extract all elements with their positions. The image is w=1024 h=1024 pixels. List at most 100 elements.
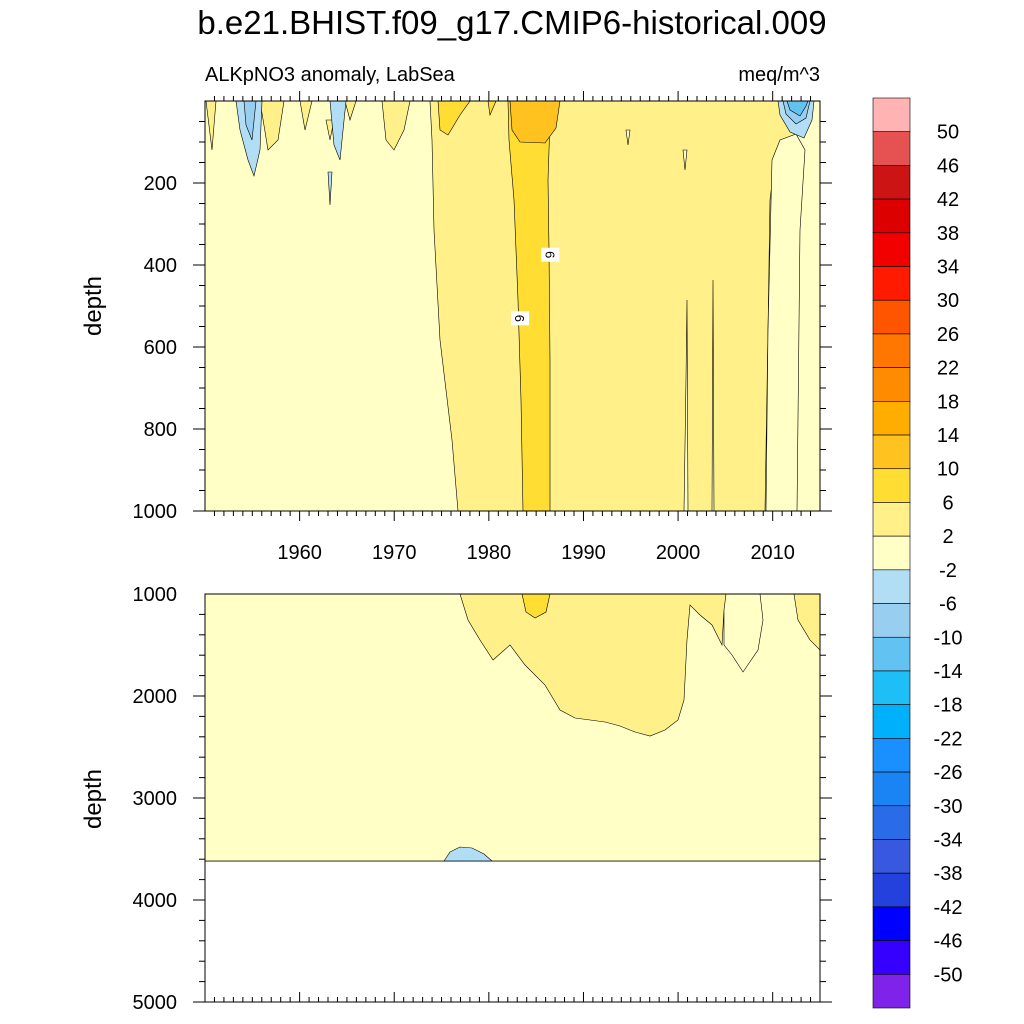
colorbar-box	[872, 367, 911, 402]
colorbar-box	[872, 906, 911, 941]
upper-axis-ticks	[193, 91, 832, 521]
colorbar-label: 50	[937, 122, 959, 144]
colorbar-label: 6	[942, 492, 953, 514]
upper-negative-patch-2	[329, 101, 347, 161]
upper-y-tick-label: 200	[144, 173, 177, 195]
upper-y-tick-label: 800	[144, 419, 177, 441]
upper-dot-1	[682, 149, 688, 171]
upper-y-axis-label: depth	[80, 276, 107, 336]
upper-patch-2	[259, 101, 285, 151]
x-tick-label: 1980	[467, 542, 512, 564]
lower-y-axis-label: depth	[80, 769, 107, 829]
upper-patch-5	[381, 101, 411, 151]
upper-region-2to6-main	[429, 101, 813, 511]
colorbar-box	[872, 872, 911, 908]
colorbar-label: 14	[937, 425, 959, 447]
x-tick-label: 1960	[277, 542, 322, 564]
colorbar-label: 18	[937, 391, 959, 413]
contour-label: 6	[511, 311, 530, 326]
colorbar-label: -50	[934, 964, 963, 986]
lower-y-tick-label: 4000	[133, 890, 178, 912]
colorbar-box	[872, 670, 911, 705]
colorbar-box	[872, 603, 911, 638]
colorbar-label: -6	[939, 594, 957, 616]
colorbar-label: -26	[934, 762, 963, 784]
colorbar-box	[872, 973, 911, 1009]
upper-negative-patch-3	[327, 171, 333, 206]
contour-label: 6	[541, 247, 560, 262]
x-tick-label: 2000	[656, 542, 701, 564]
x-tick-label: 2010	[750, 542, 795, 564]
upper-spot-1	[437, 101, 471, 136]
upper-patch-1	[205, 101, 217, 151]
lower-y-tick-labels: 1000 2000 3000 4000 5000	[133, 584, 178, 1014]
colorbar-box	[872, 569, 911, 604]
colorbar-label: 10	[937, 459, 959, 481]
colorbar-box	[872, 299, 911, 335]
svg-text:6: 6	[542, 251, 557, 258]
colorbar-box	[872, 535, 911, 571]
colorbar-label: 34	[937, 257, 959, 279]
colorbar-box	[872, 232, 911, 267]
lower-region-near-zero	[205, 594, 820, 862]
colorbar-box	[872, 771, 911, 807]
lower-region-6to10-core	[521, 594, 551, 619]
colorbar-label: -14	[934, 661, 963, 683]
upper-negative-patch-1	[235, 101, 263, 178]
lower-axis-ticks	[193, 613, 832, 1003]
colorbar-box	[872, 333, 911, 368]
colorbar-box	[872, 198, 911, 234]
colorbar-box	[872, 468, 911, 503]
colorbar-box	[872, 502, 911, 537]
lower-panel: 1000 2000 3000 4000 5000 depth	[80, 584, 832, 1014]
x-tick-label: 1990	[561, 542, 606, 564]
upper-spot-2	[487, 101, 497, 117]
colorbar-label: -10	[934, 627, 963, 649]
svg-text:6: 6	[512, 315, 527, 322]
lower-y-tick-label: 5000	[133, 992, 178, 1014]
colorbar-label: -30	[934, 796, 963, 818]
upper-y-tick-labels: 200 400 600 800 1000	[133, 173, 178, 523]
colorbar-label: 30	[937, 290, 959, 312]
colorbar-box	[872, 636, 911, 672]
lower-y-tick-label: 2000	[133, 686, 178, 708]
colorbar-label: 26	[937, 324, 959, 346]
colorbar-box	[872, 131, 911, 166]
colorbar-label: 2	[942, 526, 953, 548]
x-tick-label: 1970	[372, 542, 417, 564]
lower-y-tick-label: 1000	[133, 584, 178, 606]
upper-patch-4	[344, 101, 357, 122]
colorbar-label: -46	[934, 931, 963, 953]
colorbar-label: -34	[934, 829, 963, 851]
colorbar-box	[872, 266, 911, 301]
colorbar-label: -22	[934, 728, 963, 750]
colorbar-box	[872, 704, 911, 739]
left-string: ALKpNO3 anomaly, LabSea	[205, 64, 456, 86]
upper-dot-2	[625, 129, 631, 146]
colorbar-label: -2	[939, 560, 957, 582]
colorbar-label: 22	[937, 358, 959, 380]
upper-region-near-zero-band	[765, 133, 806, 511]
upper-y-tick-label: 1000	[133, 501, 178, 523]
colorbar-label: -38	[934, 863, 963, 885]
upper-y-tick-label: 400	[144, 255, 177, 277]
colorbar-label: -42	[934, 897, 963, 919]
colorbar-box	[872, 165, 911, 200]
upper-y-tick-label: 600	[144, 337, 177, 359]
colorbar-label: 46	[937, 155, 959, 177]
upper-contour-labels: 66	[511, 247, 560, 326]
colorbar-box	[872, 805, 911, 840]
upper-region-10to14-surface	[509, 101, 561, 144]
upper-patch-3	[299, 101, 313, 131]
upper-region-surface-minimum-core	[786, 101, 809, 117]
upper-x-tick-labels: 1960 1970 1980 1990 2000 2010	[277, 542, 795, 564]
main-title: b.e21.BHIST.f09_g17.CMIP6-historical.009	[197, 4, 826, 41]
upper-negative-patch-1-core	[243, 101, 257, 141]
right-string: meq/m^3	[738, 64, 820, 86]
colorbar: 50 46 42 38 34 30 26 22 18 14 10 6 2 -2 -6 -10 -14 -18 -22…	[872, 97, 963, 1009]
colorbar-label: -18	[934, 695, 963, 717]
colorbar-box	[872, 434, 911, 470]
colorbar-label: 38	[937, 223, 959, 245]
